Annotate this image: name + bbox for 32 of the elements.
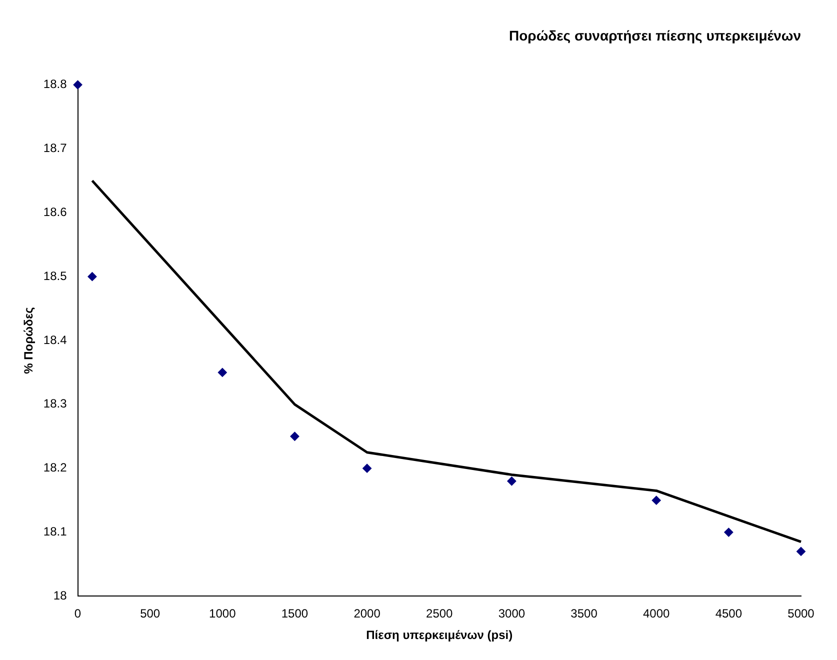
y-tick-label: 18.1	[43, 524, 68, 539]
y-tick-label: 18.3	[43, 396, 68, 411]
x-tick-label: 4500	[715, 606, 742, 621]
x-tick-label: 4000	[643, 606, 670, 621]
y-tick-label: 18.5	[43, 268, 68, 283]
point	[507, 476, 516, 486]
point	[290, 432, 300, 441]
point	[796, 546, 806, 556]
y-tick-label: 18.2	[43, 460, 68, 475]
point	[218, 368, 227, 377]
y-tick-label: 18.8	[43, 77, 68, 92]
x-tick-label: 2500	[426, 606, 454, 621]
y-tick-label: 18	[53, 588, 68, 603]
point	[362, 464, 372, 473]
x-axis-title: Πίεση υπερκειμένων (psi)	[366, 628, 513, 642]
point	[724, 528, 734, 537]
x-tick-label: 1000	[209, 606, 236, 621]
y-tick-label: 18.4	[43, 332, 68, 347]
x-tick-label: 3500	[570, 606, 598, 621]
point	[652, 496, 661, 505]
x-tick-label: 5000	[788, 606, 815, 621]
y-tick-label: 18.6	[43, 204, 68, 219]
y-tick-label: 18.7	[43, 141, 68, 156]
x-tick-label: 500	[140, 606, 160, 621]
x-tick-label: 1500	[281, 606, 308, 621]
point	[88, 272, 97, 282]
x-tick-label: 2000	[354, 606, 381, 621]
x-tick-label: 0	[74, 606, 82, 621]
y-axis-title: % Πορώδες	[22, 307, 36, 374]
x-tick-label: 3000	[498, 606, 526, 621]
chart-title: Πορώδες συναρτήσει πίεσης υπερκειμένων	[509, 27, 802, 44]
point	[73, 80, 82, 90]
